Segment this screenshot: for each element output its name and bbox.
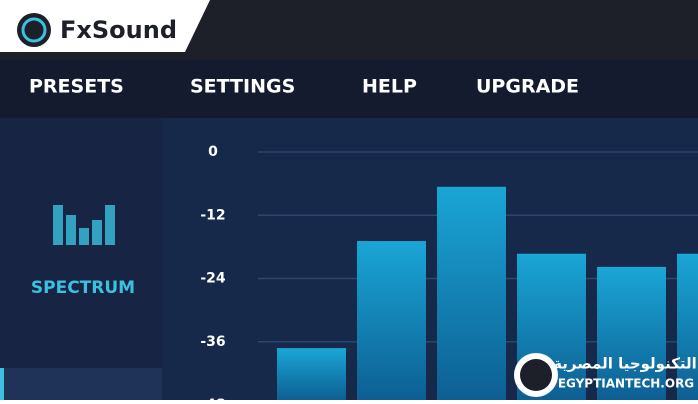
y-tick-label: 0: [208, 144, 218, 160]
menu-item[interactable]: HELP: [362, 76, 417, 98]
watermark-arabic: التكنولوجيا المصرية: [553, 355, 697, 373]
menu-bar: [0, 60, 698, 118]
spectrum-icon: [53, 205, 115, 245]
y-tick-label: -24: [200, 271, 226, 287]
logo-tab: [0, 0, 210, 52]
spectrum-bar: [677, 253, 698, 400]
logo-text: FxSound: [60, 16, 177, 44]
spectrum-bar: [597, 266, 666, 400]
y-tick-label: -12: [200, 207, 225, 223]
spectrum-bar: [357, 241, 426, 400]
sidebar: [0, 118, 162, 400]
y-tick-label: -36: [200, 334, 225, 350]
menu-item[interactable]: UPGRADE: [476, 76, 579, 98]
selected-indicator: [0, 368, 4, 400]
menu-item[interactable]: PRESETS: [29, 76, 124, 98]
watermark-site: EGYPTIANTECH.ORG: [558, 377, 694, 391]
sidebar-item[interactable]: [0, 368, 162, 400]
watermark: التكنولوجيا المصرية EGYPTIANTECH.ORG: [514, 353, 697, 397]
spectrum-bar: [437, 186, 506, 400]
menu-item[interactable]: SETTINGS: [190, 76, 295, 98]
sidebar-label[interactable]: SPECTRUM: [31, 278, 135, 298]
logo-ring: [21, 17, 47, 43]
spectrum-bar: [277, 348, 346, 400]
